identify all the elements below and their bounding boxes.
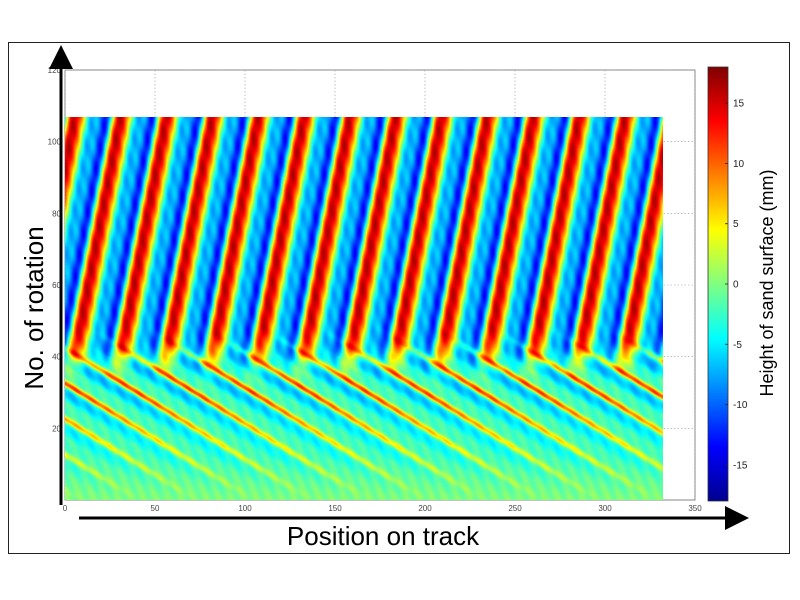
- colorbar-tick-label: 15: [733, 99, 745, 110]
- x-tick-labels: 0 50 100 150 200 250 300 350: [63, 504, 702, 513]
- colorbar-tick-label: -10: [733, 400, 748, 411]
- x-tick-label: 100: [238, 504, 252, 513]
- x-tick-label: 200: [418, 504, 432, 513]
- y-tick-label: 120: [48, 66, 62, 75]
- y-tick-labels: 20 40 60 80 100 120: [48, 66, 62, 433]
- colorbar-tick-labels: -15 -10 -5 0 5 10 15: [725, 99, 748, 471]
- y-tick-label: 100: [48, 138, 62, 147]
- x-tick-label: 350: [688, 504, 702, 513]
- y-tick-label: 20: [52, 424, 61, 433]
- x-tick-label: 0: [63, 504, 68, 513]
- x-tick-label: 250: [508, 504, 522, 513]
- figure-frame: 0 50 100 150 200 250 300 350 20 40 60 80 100 120 Pos…: [8, 42, 790, 554]
- colorbar-tick-label: -5: [733, 340, 742, 351]
- x-tick-label: 50: [151, 504, 160, 513]
- colorbar-tick-label: -15: [733, 460, 748, 471]
- y-tick-label: 60: [52, 281, 61, 290]
- x-tick-label: 300: [598, 504, 612, 513]
- colorbar-label: Height of sand surface (mm): [757, 169, 777, 396]
- colorbar-tick-label: 5: [733, 219, 739, 230]
- x-tick-label: 150: [328, 504, 342, 513]
- colorbar-tick-label: 10: [733, 159, 745, 170]
- y-tick-label: 80: [52, 209, 61, 218]
- x-axis-label: Position on track: [287, 521, 480, 551]
- y-axis-label: No. of rotation: [19, 226, 49, 389]
- heatmap-image: [65, 116, 663, 500]
- y-tick-label: 40: [52, 353, 61, 362]
- colorbar-tick-label: 0: [733, 280, 739, 291]
